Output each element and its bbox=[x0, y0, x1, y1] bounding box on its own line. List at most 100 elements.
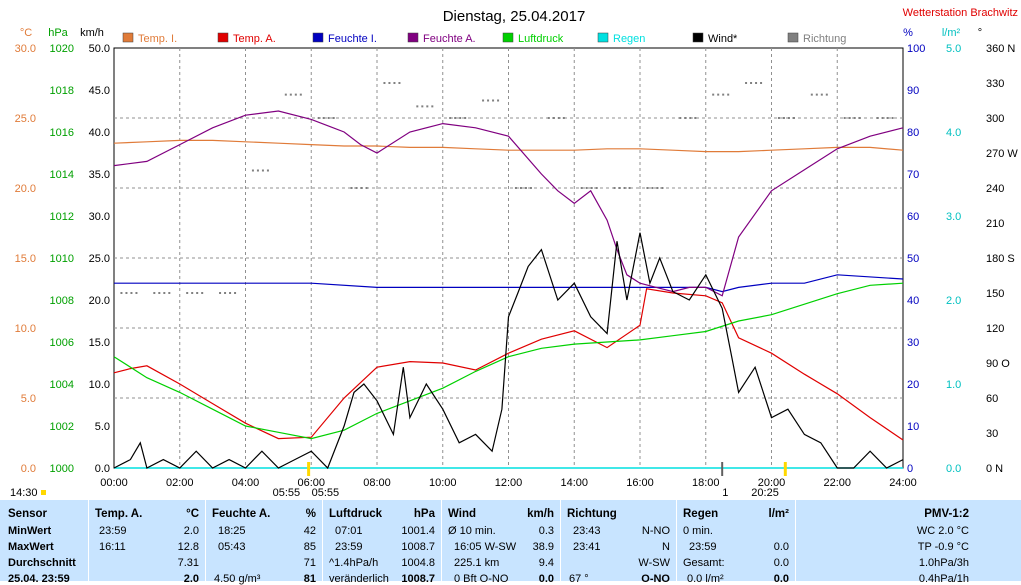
hum-max-time: 05:43 bbox=[218, 541, 246, 553]
pressure-tick-label: 1008 bbox=[50, 295, 74, 307]
pmv-dewpoint: TP -0.9 °C bbox=[917, 541, 969, 553]
row-label-current: 25.04. 23:59 bbox=[8, 573, 70, 585]
press-forecast: veränderlich bbox=[329, 573, 389, 585]
dir-tick-label: 360 N bbox=[986, 43, 1015, 55]
pressure-tick-label: 1000 bbox=[50, 463, 74, 475]
col-rain-header: Regen bbox=[683, 508, 719, 520]
hum-min-value: 42 bbox=[303, 525, 316, 537]
wind-max-time: 16:05 W-SW bbox=[454, 541, 517, 553]
legend-label: Feuchte A. bbox=[423, 33, 476, 45]
wind-tick-label: 20.0 bbox=[89, 295, 110, 307]
pressure-tick-label: 1012 bbox=[50, 211, 74, 223]
station-name: Wetterstation Brachwitz bbox=[903, 7, 1018, 19]
x-tick-label: 04:00 bbox=[232, 477, 260, 489]
pmv-trend1h: 0.4hPa/1h bbox=[918, 573, 969, 585]
pressure-tick-label: 1020 bbox=[50, 43, 74, 55]
divider bbox=[441, 500, 442, 581]
press-max-value: 1008.7 bbox=[401, 541, 435, 553]
series-line bbox=[114, 274, 904, 293]
x-tick-label: 20:00 bbox=[758, 477, 786, 489]
pressure-tick-label: 1004 bbox=[50, 379, 74, 391]
wind-tick-label: 45.0 bbox=[89, 85, 110, 97]
col-wind-header: Wind bbox=[448, 508, 476, 520]
series-line bbox=[113, 282, 904, 440]
humidity-tick-label: 90 bbox=[907, 85, 919, 97]
humidity-tick-label: 20 bbox=[907, 379, 919, 391]
legend-label: Regen bbox=[613, 33, 645, 45]
x-tick-label: 00:00 bbox=[100, 477, 128, 489]
col-humidity-header: Feuchte A. bbox=[212, 508, 271, 520]
rain-tick-label: 2.0 bbox=[946, 295, 961, 307]
col-pressure-header: Luftdruck bbox=[329, 508, 383, 520]
dir-tick-label: 60 bbox=[986, 393, 998, 405]
humidity-tick-label: 60 bbox=[907, 211, 919, 223]
press-trend: ^1.4hPa/h bbox=[329, 557, 379, 569]
chart-title: Dienstag, 25.04.2017 bbox=[443, 8, 586, 25]
col-pressure: Luftdruck hPa 07:01 1001.4 23:59 1008.7 … bbox=[323, 500, 441, 585]
hum-current-value: 81 bbox=[303, 573, 316, 585]
legend-swatch bbox=[597, 32, 609, 43]
rain-total-value: 0.0 bbox=[773, 557, 789, 569]
wind-tick-label: 10.0 bbox=[89, 379, 110, 391]
hum-abs-value: 4.50 g/m³ bbox=[214, 573, 261, 585]
wind-tick-label: 30.0 bbox=[89, 211, 110, 223]
humidity-unit-label: % bbox=[903, 27, 913, 39]
rain-unit-label: l/m² bbox=[942, 27, 961, 39]
row-label-min: MinWert bbox=[8, 525, 52, 537]
legend-label: Temp. A. bbox=[233, 33, 276, 45]
divider bbox=[322, 500, 323, 581]
col-pmv: PMV-1:2 WC 2.0 °C TP -0.9 °C 1.0hPa/3h 0… bbox=[796, 500, 1021, 585]
press-min-time: 07:01 bbox=[335, 525, 363, 537]
divider bbox=[795, 500, 796, 581]
col-temp-unit: °C bbox=[186, 508, 199, 520]
press-max-time: 23:59 bbox=[335, 541, 363, 553]
wind-bft: 0 Bft O-NO bbox=[454, 573, 509, 585]
temp-avg-value: 7.31 bbox=[177, 557, 199, 569]
rain-max-value: 0.0 bbox=[773, 541, 789, 553]
series-line bbox=[113, 232, 904, 470]
humidity-tick-label: 70 bbox=[907, 169, 919, 181]
legend-swatch bbox=[502, 32, 514, 43]
x-tick-label: 06:00 bbox=[297, 477, 325, 489]
humidity-tick-label: 50 bbox=[907, 253, 919, 265]
wind-tick-label: 5.0 bbox=[95, 421, 110, 433]
temp-unit-label: °C bbox=[20, 27, 32, 39]
legend-label: Luftdruck bbox=[518, 33, 564, 45]
x-tick-label: 02:00 bbox=[166, 477, 194, 489]
legend-label: Wind* bbox=[708, 33, 738, 45]
dir-min-time: 23:43 bbox=[573, 525, 601, 537]
temp-tick-label: 15.0 bbox=[15, 253, 36, 265]
x-tick-label: 18:00 bbox=[692, 477, 720, 489]
sunrise-label: 05:55 bbox=[312, 487, 340, 499]
row-label-avg: Durchschnitt bbox=[8, 557, 76, 569]
x-tick-label: 14:00 bbox=[560, 477, 588, 489]
col-rain: Regen l/m² 0 min. 23:59 0.0 Gesamt: 0.0 … bbox=[677, 500, 795, 585]
divider bbox=[560, 500, 561, 581]
rain-tick-label: 4.0 bbox=[946, 127, 961, 139]
legend-swatch bbox=[407, 32, 419, 43]
wind-avg-value: 9.4 bbox=[538, 557, 554, 569]
temp-tick-label: 10.0 bbox=[15, 323, 36, 335]
dir-tick-label: 90 O bbox=[986, 358, 1010, 370]
rain-max-time: 23:59 bbox=[689, 541, 717, 553]
humidity-tick-label: 30 bbox=[907, 337, 919, 349]
series bbox=[113, 82, 904, 470]
dir-tick-label: 210 bbox=[986, 218, 1004, 230]
col-rain-unit: l/m² bbox=[768, 508, 789, 520]
wind-avg10-value: 0.3 bbox=[538, 525, 554, 537]
rain-tick-label: 5.0 bbox=[946, 43, 961, 55]
col-humidity: Feuchte A. % 18:25 42 05:43 85 71 4.50 g… bbox=[206, 500, 322, 585]
wind-tick-label: 25.0 bbox=[89, 253, 110, 265]
rain-amount: 0.0 l/m² bbox=[687, 573, 724, 585]
pressure-tick-label: 1016 bbox=[50, 127, 74, 139]
press-current-value: 1008.7 bbox=[401, 573, 435, 585]
wind-max-value: 38.9 bbox=[532, 541, 554, 553]
sunset-label: 20:25 bbox=[751, 487, 779, 499]
wind-current-value: 0.0 bbox=[538, 573, 554, 585]
sun-markers: 14:30 05:55 05:55 1 20:25 bbox=[10, 462, 787, 499]
temp-max-value: 12.8 bbox=[177, 541, 199, 553]
wind-tick-label: 35.0 bbox=[89, 169, 110, 181]
humidity-tick-label: 40 bbox=[907, 295, 919, 307]
legend-swatch bbox=[122, 32, 134, 43]
dir-tick-label: 300 bbox=[986, 113, 1004, 125]
